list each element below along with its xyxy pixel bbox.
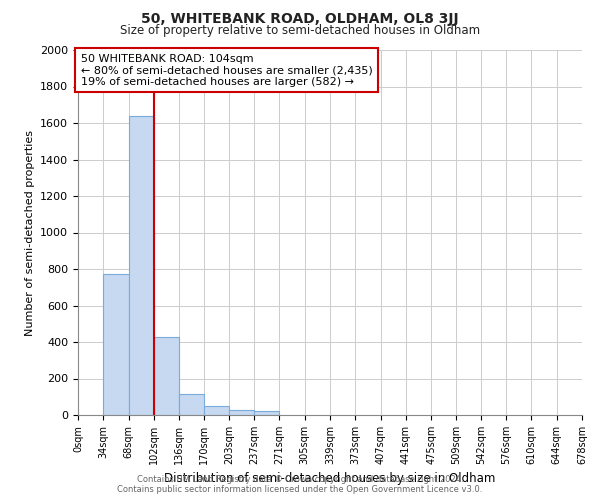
Text: Size of property relative to semi-detached houses in Oldham: Size of property relative to semi-detach… [120, 24, 480, 37]
Bar [254, 412, 280, 415]
Text: Contains HM Land Registry data © Crown copyright and database right 2024.
Contai: Contains HM Land Registry data © Crown c… [118, 474, 482, 494]
Bar [103, 274, 128, 415]
Text: 50 WHITEBANK ROAD: 104sqm
← 80% of semi-detached houses are smaller (2,435)
19% : 50 WHITEBANK ROAD: 104sqm ← 80% of semi-… [81, 54, 373, 87]
Text: 50, WHITEBANK ROAD, OLDHAM, OL8 3JJ: 50, WHITEBANK ROAD, OLDHAM, OL8 3JJ [141, 12, 459, 26]
X-axis label: Distribution of semi-detached houses by size in Oldham: Distribution of semi-detached houses by … [164, 472, 496, 486]
Y-axis label: Number of semi-detached properties: Number of semi-detached properties [25, 130, 35, 336]
Bar [154, 336, 179, 415]
Bar [128, 116, 154, 415]
Bar [179, 394, 205, 415]
Bar [229, 410, 254, 415]
Bar [205, 406, 229, 415]
